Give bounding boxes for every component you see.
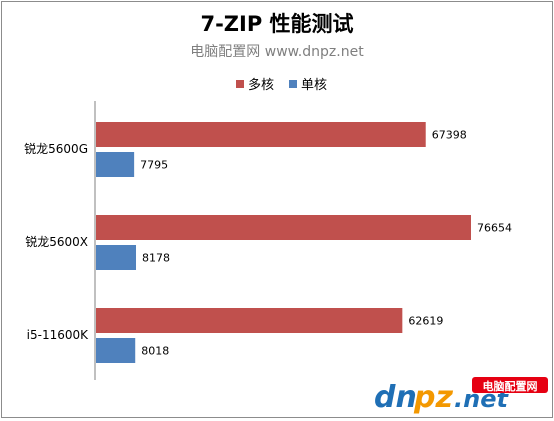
legend-label-multi-core: 多核 bbox=[248, 77, 274, 93]
watermark-badge bbox=[472, 377, 548, 393]
data-label: 76654 bbox=[477, 222, 512, 235]
chart-subtitle: 电脑配置网 www.dnpz.net bbox=[190, 44, 364, 60]
category-label: 锐龙5600X bbox=[25, 235, 88, 249]
legend-label-single-core: 单核 bbox=[301, 78, 327, 93]
watermark-brand-b: pz bbox=[413, 380, 453, 415]
plot-area: 锐龙5600G 67398 7795 锐龙5600X 76654 8178 i5-11600… bbox=[24, 101, 512, 380]
bar-multi-core bbox=[96, 215, 471, 240]
data-label: 67398 bbox=[432, 129, 467, 142]
legend-swatch-multi-core bbox=[236, 80, 244, 88]
legend: 多核 单核 bbox=[236, 77, 327, 93]
data-label: 62619 bbox=[408, 315, 443, 328]
data-label: 8018 bbox=[141, 345, 169, 358]
watermark-logo: dn pz .net 电脑配置网 bbox=[372, 376, 550, 416]
bar-multi-core bbox=[96, 122, 426, 147]
bar-multi-core bbox=[96, 308, 403, 333]
category-label: 锐龙5600G bbox=[24, 142, 88, 156]
bar-single-core bbox=[96, 245, 137, 270]
bar-single-core bbox=[96, 338, 136, 363]
data-label: 7795 bbox=[140, 159, 168, 172]
watermark-brand-a: dn bbox=[374, 380, 417, 415]
category-label: i5-11600K bbox=[27, 328, 89, 342]
bar-single-core bbox=[96, 152, 135, 177]
legend-swatch-single-core bbox=[289, 80, 297, 88]
chart-title: 7-ZIP 性能测试 bbox=[200, 12, 353, 36]
data-label: 8178 bbox=[142, 252, 170, 265]
watermark-badge-text: 电脑配置网 bbox=[483, 379, 538, 393]
